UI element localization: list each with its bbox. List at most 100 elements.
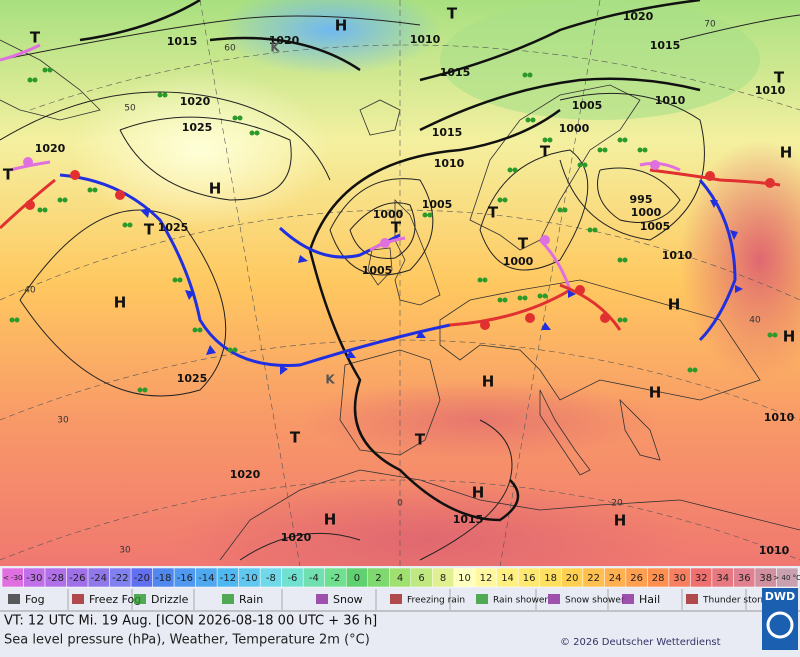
isobar-label: 1020 [269,34,300,47]
pressure-center: H [668,296,681,314]
weather-symbol [197,327,203,333]
scale-label: 34 [716,573,729,584]
pressure-center: K [270,41,280,55]
isobar-label: 1020 [623,10,654,23]
pressure-center: K [325,373,335,387]
legend-symbol [476,594,488,604]
weather-symbol [57,197,63,203]
scale-label: -28 [48,573,64,584]
weather-symbol [547,137,553,143]
scale-label: 18 [544,573,557,584]
weather-symbol [617,257,623,263]
weather-symbol [192,327,198,333]
weather-symbol [477,277,483,283]
weather-symbol [637,147,643,153]
scale-label: -6 [287,573,297,584]
legend-symbol [622,594,634,604]
legend-label: Rain [239,593,263,606]
weather-symbol [42,207,48,213]
weather-symbol [47,67,53,73]
scale-cell [776,567,799,588]
legend-symbol [316,594,328,604]
scale-label: > 40 °C [773,574,800,582]
isobar-label: 1010 [410,33,441,46]
weather-symbol [497,197,503,203]
weather-symbol [577,162,583,168]
weather-symbol [32,77,38,83]
legend-symbol [222,594,234,604]
weather-symbol [562,207,568,213]
weather-symbol [87,187,93,193]
pressure-center: T [144,221,155,239]
scale-label: -24 [91,573,107,584]
legend-label: Rain shower [493,596,548,606]
weather-symbol [227,347,233,353]
weather-symbol [92,187,98,193]
isobar-label: 1010 [655,94,686,107]
scale-label: -30 [26,573,42,584]
weather-symbol [582,162,588,168]
pressure-center: T [540,143,551,161]
isobar-label: 1020 [35,142,66,155]
weather-symbol [542,137,548,143]
weather-symbol [172,277,178,283]
scale-label: -22 [112,573,128,584]
pressure-center: T [447,5,458,23]
weather-symbol [232,115,238,121]
weather-symbol [522,72,528,78]
graticule-label: 30 [57,416,69,426]
pressure-center: T [30,29,41,47]
weather-symbol [602,147,608,153]
scale-label: 10 [458,573,471,584]
scale-label: -14 [198,573,214,584]
graticule-label: 60 [224,44,236,54]
weather-symbol [497,297,503,303]
scale-label: 16 [523,573,536,584]
weather-symbol [42,67,48,73]
pressure-center: T [518,235,529,253]
scale-label: -12 [220,573,236,584]
scale-label: -2 [330,573,340,584]
legend-label: Snow shower [565,596,625,606]
scale-label: 6 [418,573,424,584]
weather-symbol [522,295,528,301]
weather-symbol [622,317,628,323]
scale-label: 28 [652,573,665,584]
isobar-label: 1015 [167,35,198,48]
isobar-label: 1005 [422,198,453,211]
weather-symbol [142,387,148,393]
scale-label: 8 [440,573,446,584]
isobar-label: 1010 [662,249,693,262]
weather-symbol [525,117,531,123]
scale-label: 24 [609,573,622,584]
legend-label: Snow [333,593,363,606]
weather-symbol [177,277,183,283]
scale-label: 2 [375,573,381,584]
weather-symbol [597,147,603,153]
isobar-label: 1015 [440,66,471,79]
scale-label: 26 [630,573,643,584]
legend-symbol [686,594,698,604]
copyright: © 2026 Deutscher Wetterdienst [560,637,721,648]
weather-symbol [137,387,143,393]
graticule-label: 20 [611,499,623,509]
weather-symbol [767,332,773,338]
weather-symbol [557,207,563,213]
weather-symbol [687,367,693,373]
isobar-label: 1000 [559,122,590,135]
scale-label: 30 [673,573,686,584]
pressure-center: H [649,384,662,402]
legend-symbol [72,594,84,604]
isobar-label: 1010 [764,411,795,424]
graticule-label: 0 [397,499,403,509]
weather-symbol [642,147,648,153]
legend-label: Freez Fog [89,593,141,606]
pressure-center: H [614,512,627,530]
pressure-center: H [472,484,485,502]
legend-label: Thunder storm [702,596,769,606]
weather-symbol [512,167,518,173]
weather-symbol [482,277,488,283]
pressure-center: H [209,180,222,198]
